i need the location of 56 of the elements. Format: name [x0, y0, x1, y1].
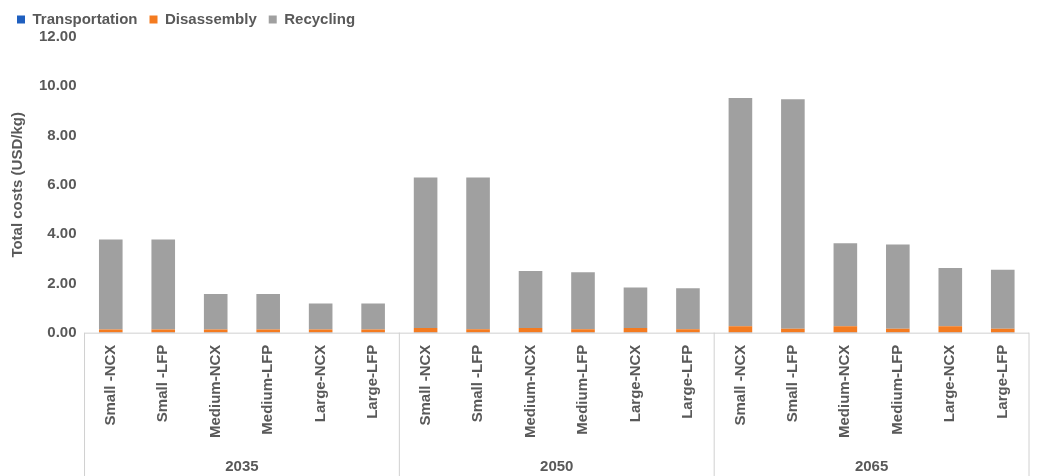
x-tick-label: Medium-NCX	[520, 344, 538, 439]
bar	[413, 327, 438, 333]
bar	[728, 98, 753, 327]
bar	[98, 239, 123, 330]
x-tick-label: Medium-LFP	[887, 344, 905, 435]
bar	[518, 327, 543, 333]
bar	[728, 326, 753, 333]
bar	[466, 177, 490, 330]
bar	[256, 293, 280, 330]
legend-label: Transportation	[32, 9, 138, 27]
text: 2035	[225, 456, 259, 474]
bar	[623, 327, 648, 333]
y-tick-label: 12.00	[38, 27, 77, 45]
bar	[938, 326, 963, 333]
bar	[518, 271, 543, 328]
x-tick-label: Medium-LFP	[573, 344, 591, 435]
x-tick-label: Small -LFP	[468, 344, 486, 423]
bar	[781, 99, 805, 329]
bar	[833, 326, 858, 333]
x-tick-label: Large-LFP	[363, 344, 381, 419]
y-tick-label: 10.00	[38, 76, 77, 94]
text: 2065	[854, 456, 889, 474]
x-tick-label: Medium-NCX	[205, 344, 223, 439]
bar	[623, 287, 648, 328]
bar	[833, 243, 858, 327]
y-axis-title: Total costs (USD/kg)	[8, 112, 26, 258]
legend-label: Disassembly	[165, 9, 258, 27]
x-tick-label: Small -LFP	[783, 344, 801, 423]
bar	[413, 177, 438, 328]
y-tick-label: 2.00	[47, 273, 77, 291]
y-tick-label: 4.00	[47, 224, 77, 242]
bar	[203, 293, 228, 330]
text: 2050	[540, 456, 574, 474]
x-tick-label: Medium-NCX	[835, 344, 853, 439]
legend-label: Recycling	[284, 9, 356, 27]
bar	[361, 303, 385, 330]
y-tick-label: 0.00	[47, 322, 77, 340]
x-tick-label: Large-LFP	[678, 344, 696, 419]
bar	[990, 269, 1015, 329]
x-tick-label: Large-LFP	[992, 344, 1010, 419]
y-tick-label: 6.00	[47, 174, 77, 192]
x-tick-label: Medium-LFP	[258, 344, 276, 435]
y-tick-label: 8.00	[47, 125, 77, 143]
bar	[886, 244, 910, 329]
bar	[308, 303, 333, 330]
x-tick-label: Small -NCX	[730, 344, 748, 426]
bar	[151, 239, 176, 330]
x-tick-label: Large-NCX	[625, 344, 643, 423]
bar	[571, 272, 595, 330]
x-tick-label: Large-NCX	[310, 344, 328, 423]
bar	[676, 288, 700, 330]
x-tick-label: Large-NCX	[940, 344, 958, 423]
x-tick-label: Small -NCX	[100, 344, 118, 426]
bar	[938, 268, 963, 327]
x-tick-label: Small -LFP	[153, 344, 171, 423]
x-tick-label: Small -NCX	[415, 344, 433, 426]
